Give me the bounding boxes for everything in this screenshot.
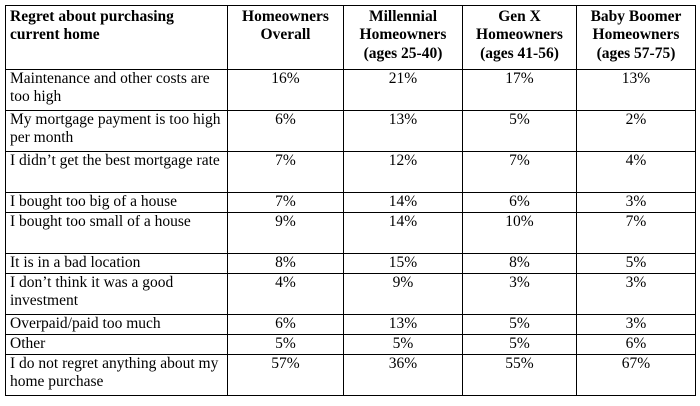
cell-millennial: 36% — [343, 354, 463, 396]
header-row: Regret about purchasing current home Hom… — [5, 5, 696, 70]
table-row: I do not regret anything about my home p… — [5, 354, 696, 396]
cell-boomer: 7% — [576, 212, 696, 254]
row-label: I don’t think it was a good investment — [5, 273, 228, 315]
cell-boomer: 2% — [576, 110, 696, 152]
table-body: Maintenance and other costs are too high… — [5, 69, 696, 396]
cell-overall: 6% — [227, 110, 344, 152]
cell-millennial: 21% — [343, 69, 463, 111]
cell-millennial: 14% — [343, 192, 463, 213]
cell-overall: 6% — [227, 314, 344, 335]
table-row: I didn’t get the best mortgage rate 7% 1… — [5, 151, 696, 193]
table-row: Maintenance and other costs are too high… — [5, 69, 696, 111]
table-row: Other 5% 5% 5% 6% — [5, 334, 696, 355]
row-label: I bought too small of a house — [5, 212, 228, 254]
cell-overall: 9% — [227, 212, 344, 254]
cell-genx: 5% — [462, 314, 577, 335]
table-row: My mortgage payment is too high per mont… — [5, 110, 696, 152]
row-label: I bought too big of a house — [5, 192, 228, 213]
header-millennial: Millennial Homeowners (ages 25-40) — [343, 5, 463, 70]
cell-boomer: 6% — [576, 334, 696, 355]
cell-genx: 7% — [462, 151, 577, 193]
cell-overall: 16% — [227, 69, 344, 111]
cell-boomer: 4% — [576, 151, 696, 193]
cell-genx: 55% — [462, 354, 577, 396]
table-row: Overpaid/paid too much 6% 13% 5% 3% — [5, 314, 696, 335]
row-label: It is in a bad location — [5, 253, 228, 274]
cell-overall: 57% — [227, 354, 344, 396]
cell-boomer: 67% — [576, 354, 696, 396]
table-row: I bought too big of a house 7% 14% 6% 3% — [5, 192, 696, 213]
cell-millennial: 5% — [343, 334, 463, 355]
cell-millennial: 9% — [343, 273, 463, 315]
cell-genx: 17% — [462, 69, 577, 111]
cell-genx: 8% — [462, 253, 577, 274]
table-row: It is in a bad location 8% 15% 8% 5% — [5, 253, 696, 274]
cell-genx: 3% — [462, 273, 577, 315]
row-label: Other — [5, 334, 228, 355]
header-overall: Homeowners Overall — [227, 5, 344, 70]
row-label: Overpaid/paid too much — [5, 314, 228, 335]
cell-boomer: 5% — [576, 253, 696, 274]
regret-survey-table: Regret about purchasing current home Hom… — [5, 5, 696, 396]
cell-overall: 8% — [227, 253, 344, 274]
header-boomer: Baby Boomer Homeowners (ages 57-75) — [576, 5, 696, 70]
cell-boomer: 3% — [576, 273, 696, 315]
cell-millennial: 12% — [343, 151, 463, 193]
row-label: I do not regret anything about my home p… — [5, 354, 228, 396]
cell-boomer: 3% — [576, 192, 696, 213]
row-label: My mortgage payment is too high per mont… — [5, 110, 228, 152]
row-label: Maintenance and other costs are too high — [5, 69, 228, 111]
cell-genx: 5% — [462, 110, 577, 152]
cell-boomer: 13% — [576, 69, 696, 111]
cell-millennial: 13% — [343, 314, 463, 335]
cell-millennial: 15% — [343, 253, 463, 274]
cell-genx: 6% — [462, 192, 577, 213]
cell-overall: 7% — [227, 151, 344, 193]
header-regret: Regret about purchasing current home — [5, 5, 228, 70]
cell-millennial: 14% — [343, 212, 463, 254]
cell-genx: 10% — [462, 212, 577, 254]
row-label: I didn’t get the best mortgage rate — [5, 151, 228, 193]
cell-overall: 4% — [227, 273, 344, 315]
table-header: Regret about purchasing current home Hom… — [5, 5, 696, 70]
header-genx: Gen X Homeowners (ages 41-56) — [462, 5, 577, 70]
cell-overall: 7% — [227, 192, 344, 213]
cell-overall: 5% — [227, 334, 344, 355]
cell-genx: 5% — [462, 334, 577, 355]
table-row: I don’t think it was a good investment 4… — [5, 273, 696, 315]
cell-millennial: 13% — [343, 110, 463, 152]
table-row: I bought too small of a house 9% 14% 10%… — [5, 212, 696, 254]
cell-boomer: 3% — [576, 314, 696, 335]
